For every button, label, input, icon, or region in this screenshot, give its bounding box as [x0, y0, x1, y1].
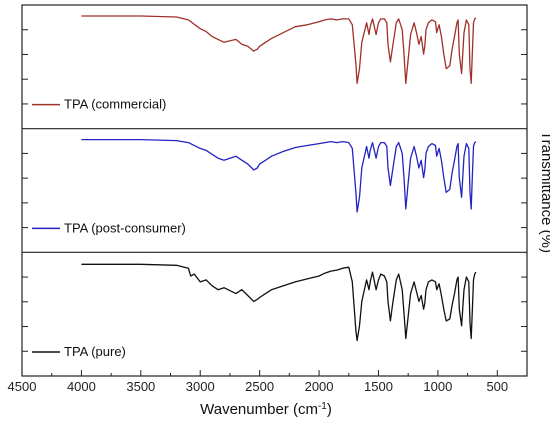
x-tick-label: 2000	[305, 379, 334, 394]
legend-label: TPA (post-consumer)	[64, 220, 186, 235]
y-axis-title: Transmittance (%)	[538, 131, 550, 253]
series-line	[81, 138, 477, 213]
x-tick-label: 3500	[126, 379, 155, 394]
series-line	[81, 263, 477, 342]
x-tick-label: 1000	[423, 379, 452, 394]
x-tick-label: 1500	[364, 379, 393, 394]
series-line	[81, 15, 477, 85]
x-tick-label: 500	[486, 379, 508, 394]
x-axis-title: Wavenumber (cm-1)	[200, 401, 332, 419]
x-tick-label: 2500	[245, 379, 274, 394]
plot-frame	[21, 4, 528, 377]
legend-label: TPA (pure)	[64, 344, 126, 359]
x-tick-label: 4000	[67, 379, 96, 394]
x-tick-label: 3000	[186, 379, 215, 394]
legend-label: TPA (commercial)	[64, 97, 166, 112]
x-tick-label: 4500	[8, 379, 37, 394]
